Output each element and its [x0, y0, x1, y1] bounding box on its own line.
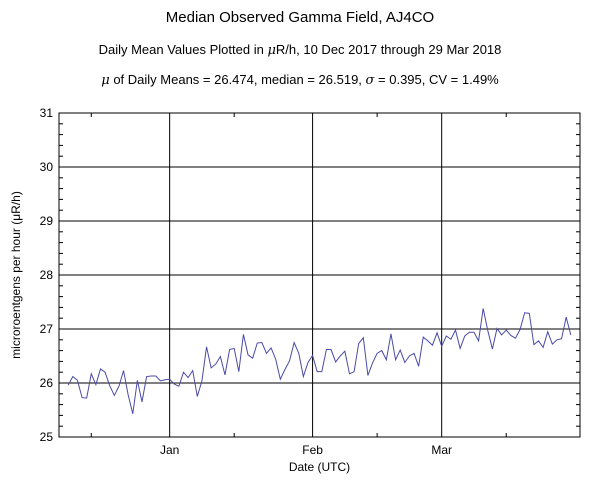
- sigma-symbol: σ: [365, 73, 375, 88]
- mu-symbol: μ: [267, 43, 276, 58]
- y-tick-label: 28: [40, 268, 54, 282]
- subtitle-suffix: R/h, 10 Dec 2017 through 29 Mar 2018: [275, 42, 502, 57]
- plot-frame: [58, 112, 581, 438]
- tick-marks: [59, 113, 580, 437]
- x-tick-label: Jan: [160, 443, 179, 457]
- chart-subtitle: Daily Mean Values Plotted in μR/h, 10 De…: [0, 42, 600, 58]
- stats-part-2: = 0.395, CV = 1.49%: [374, 72, 499, 87]
- chart-title: Median Observed Gamma Field, AJ4CO: [165, 9, 435, 26]
- grid-lines: [59, 113, 580, 437]
- series-group: [67, 308, 572, 414]
- series-line: [67, 308, 572, 414]
- y-tick-labels: 25 26 27 28 29 30 31: [40, 106, 54, 444]
- stats-part-1: of Daily Means = 26.474, median = 26.519…: [109, 72, 366, 87]
- x-axis-label: Date (UTC): [289, 460, 350, 474]
- y-tick-label: 30: [40, 160, 54, 174]
- mu-symbol: μ: [101, 73, 110, 88]
- y-tick-label: 27: [40, 322, 54, 336]
- y-axis-label: microroentgens per hour (μR/h): [9, 191, 23, 359]
- y-tick-label: 25: [40, 430, 54, 444]
- y-tick-label: 26: [40, 376, 54, 390]
- chart-stats: μ of Daily Means = 26.474, median = 26.5…: [0, 72, 600, 88]
- subtitle-prefix: Daily Mean Values Plotted in: [98, 42, 268, 57]
- x-tick-label: Feb: [302, 443, 323, 457]
- x-tick-labels: Jan Feb Mar: [160, 443, 452, 457]
- y-tick-label: 31: [40, 106, 54, 120]
- y-tick-label: 29: [40, 214, 54, 228]
- x-tick-label: Mar: [431, 443, 452, 457]
